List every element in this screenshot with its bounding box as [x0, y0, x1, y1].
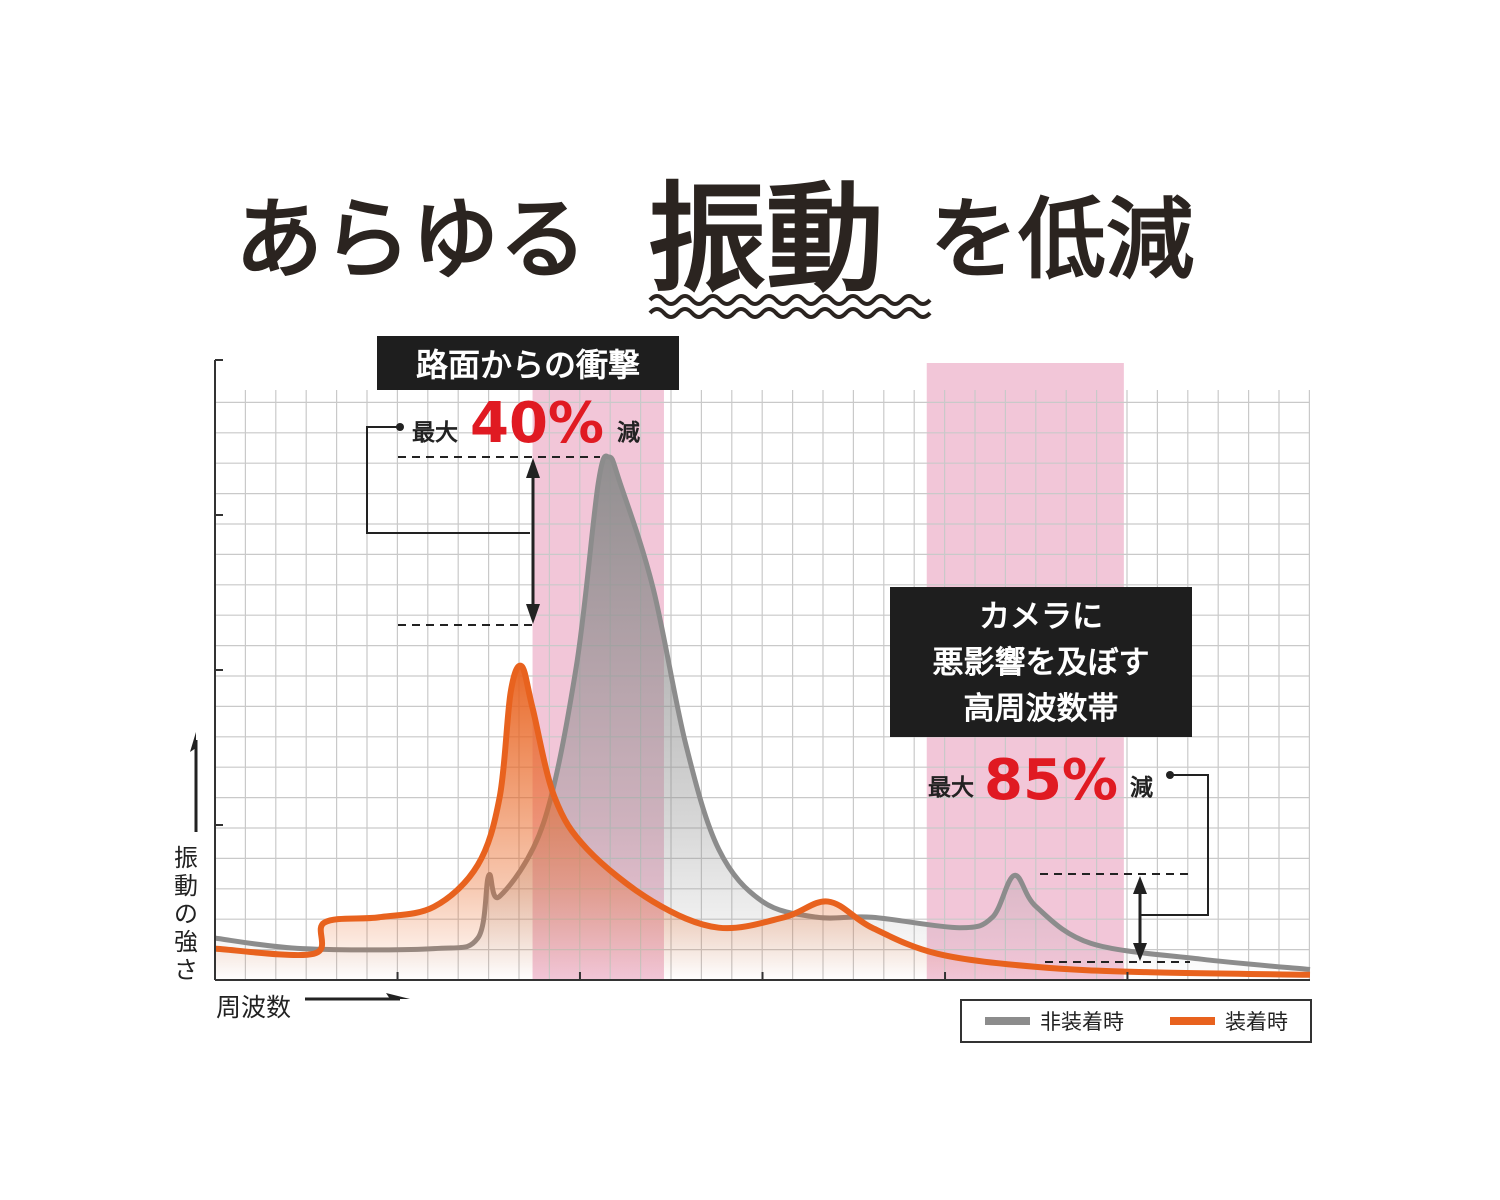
y-axis-label-char: さ [174, 956, 198, 984]
high-freq-suffix: 減 [1130, 775, 1153, 801]
y-axis-label-char: 強 [174, 928, 198, 956]
title-suffix: を低減 [930, 188, 1194, 291]
road-shock-connector [366, 426, 530, 534]
road-shock-suffix: 減 [617, 420, 640, 446]
road-shock-bullet [396, 423, 404, 431]
road-shock-arrow-down [526, 604, 540, 624]
high-freq-arrow-up [1133, 876, 1147, 894]
high-freq-connector [1140, 774, 1209, 916]
high-freq-box [890, 587, 1192, 737]
x-arrow-head [386, 993, 410, 999]
road-shock-prefix: 最大 [412, 420, 458, 446]
legend-label-0: 非装着時 [1040, 1010, 1124, 1034]
high-freq-line2: 悪影響を及ぼす [933, 645, 1150, 681]
chart-title: あらゆる 振動 を低減 [235, 170, 1194, 319]
annotation-high-freq: カメラに 悪影響を及ぼす 高周波数帯 最大 85% 減 [890, 587, 1209, 963]
y-arrow-head [190, 732, 196, 752]
high-freq-bullet [1166, 771, 1174, 779]
high-freq-value: 85% [984, 748, 1118, 813]
high-freq-arrow-down [1133, 943, 1147, 961]
y-axis-label-char: 振 [174, 844, 198, 872]
series-group [214, 453, 1311, 980]
annotation-road-shock: 路面からの衝撃 最大 40% 減 [366, 336, 679, 626]
axis-ticks [215, 359, 1129, 980]
y-axis-label-char: 動 [174, 872, 198, 900]
title-emphasis: 振動 [648, 170, 884, 308]
title-prefix: あらゆる [235, 188, 587, 291]
x-axis-label: 周波数 [216, 993, 291, 1022]
road-shock-value: 40% [470, 391, 604, 456]
series-area-1 [215, 665, 1310, 980]
wavy-underline [648, 294, 932, 319]
series-line-1 [214, 662, 1311, 978]
y-axis-label-char: の [174, 900, 198, 928]
high-freq-line1: カメラに [979, 599, 1103, 635]
legend: 非装着時 装着時 [960, 999, 1312, 1043]
road-shock-box [377, 336, 679, 390]
high-freq-prefix: 最大 [928, 775, 974, 801]
road-shock-arrow-up [526, 458, 540, 478]
road-shock-label: 路面からの衝撃 [416, 346, 640, 384]
high-freq-line3: 高周波数帯 [964, 691, 1119, 727]
legend-label-1: 装着時 [1225, 1010, 1288, 1034]
